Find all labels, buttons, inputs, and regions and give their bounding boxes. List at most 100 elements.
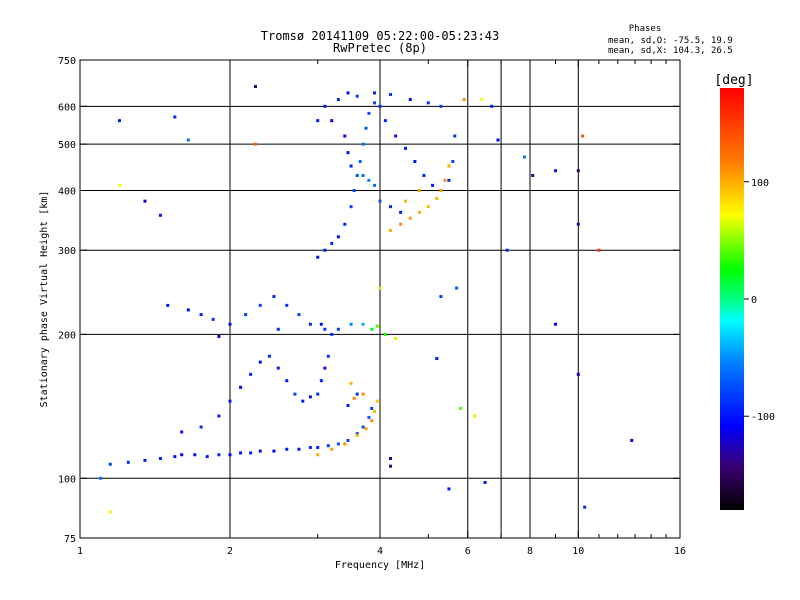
data-point	[239, 385, 243, 389]
data-point	[439, 188, 443, 192]
data-point	[447, 164, 451, 168]
data-point	[373, 409, 377, 413]
data-point	[389, 228, 393, 232]
data-point	[399, 222, 403, 226]
data-point	[166, 303, 170, 307]
data-point	[389, 456, 393, 460]
data-point	[316, 445, 320, 449]
data-point	[576, 222, 580, 226]
data-point	[378, 286, 382, 290]
data-point	[253, 85, 257, 89]
data-point	[239, 451, 243, 455]
y-tick-label: 200	[58, 330, 76, 341]
data-point	[308, 445, 312, 449]
data-point	[349, 205, 353, 209]
data-point	[285, 447, 289, 451]
data-point	[173, 455, 177, 459]
data-point	[349, 381, 353, 385]
data-point	[258, 303, 262, 307]
x-tick-label: 16	[674, 546, 686, 557]
x-tick-label: 8	[527, 546, 533, 557]
data-point	[336, 235, 340, 239]
data-point	[108, 462, 112, 466]
data-point	[447, 178, 451, 182]
data-point	[297, 447, 301, 451]
x-tick-label: 6	[465, 546, 471, 557]
data-point	[389, 464, 393, 468]
data-point	[186, 138, 190, 142]
data-point	[455, 286, 459, 290]
data-point	[180, 453, 184, 457]
data-point	[293, 392, 297, 396]
data-point	[417, 188, 421, 192]
data-point	[330, 241, 334, 245]
data-point	[373, 183, 377, 187]
data-point	[367, 111, 371, 115]
data-point	[323, 104, 327, 108]
data-point	[408, 216, 412, 220]
data-point	[349, 164, 353, 168]
data-point	[330, 332, 334, 336]
y-tick-label: 100	[58, 474, 76, 485]
x-axis-label: Frequency [MHz]	[335, 560, 425, 571]
colorbar: [deg] 100 0 -100	[714, 73, 775, 510]
data-point	[496, 138, 500, 142]
data-point	[199, 425, 203, 429]
data-point	[473, 414, 477, 418]
data-point	[364, 126, 368, 130]
data-point	[352, 396, 356, 400]
data-point	[458, 406, 462, 410]
data-point	[422, 173, 426, 177]
data-point	[330, 447, 334, 451]
data-point	[355, 433, 359, 437]
data-point	[375, 324, 379, 328]
data-point	[408, 98, 412, 102]
colorbar-ticks: 100 0 -100	[744, 178, 775, 423]
data-point	[143, 199, 147, 203]
data-point	[373, 91, 377, 95]
chart-title: Tromsø 20141109 05:22:00-05:23:43 RwPret…	[261, 29, 499, 55]
data-point	[370, 327, 374, 331]
y-tick-label: 600	[58, 102, 76, 113]
data-point	[211, 317, 215, 321]
data-point	[343, 442, 347, 446]
data-point	[451, 159, 455, 163]
data-point	[272, 295, 276, 299]
data-point	[258, 449, 262, 453]
data-point	[394, 134, 398, 138]
stats-header: Phases	[629, 24, 662, 34]
data-point	[361, 322, 365, 326]
data-point	[308, 322, 312, 326]
data-point	[316, 119, 320, 123]
data-point	[319, 379, 323, 383]
data-point	[316, 392, 320, 396]
data-point	[346, 403, 350, 407]
data-point	[349, 322, 353, 326]
data-point	[355, 432, 359, 436]
data-point	[367, 178, 371, 182]
data-point	[453, 134, 457, 138]
stats-x-mode: mean, sd,X: 104.3, 26.5	[608, 46, 733, 56]
data-point	[378, 104, 382, 108]
data-point	[244, 313, 248, 317]
data-point	[352, 188, 356, 192]
data-point	[355, 392, 359, 396]
data-point	[346, 438, 350, 442]
data-point	[439, 295, 443, 299]
data-point	[367, 416, 371, 420]
data-point	[249, 451, 253, 455]
data-point	[439, 104, 443, 108]
data-point	[361, 142, 365, 146]
data-point	[462, 98, 466, 102]
data-point	[417, 210, 421, 214]
data-point	[336, 327, 340, 331]
data-point	[186, 308, 190, 312]
colorbar-tick-label: 0	[751, 295, 757, 306]
data-point	[330, 119, 334, 123]
data-point	[378, 199, 382, 203]
data-point	[389, 205, 393, 209]
data-points	[99, 85, 634, 514]
colorbar-gradient	[720, 88, 744, 510]
data-point	[267, 354, 271, 358]
